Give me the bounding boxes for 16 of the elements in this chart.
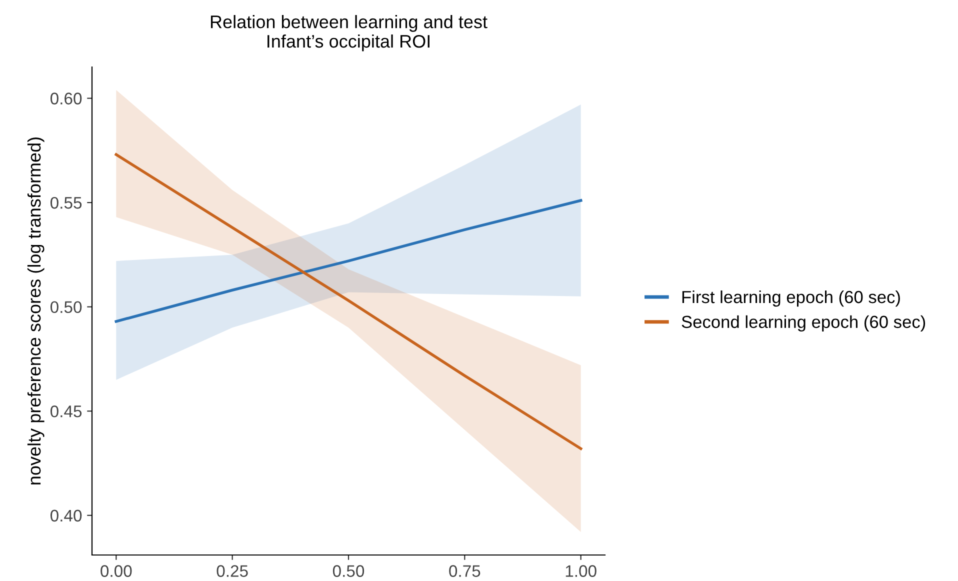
- line-series: [114, 153, 582, 450]
- y-tick-label: 0.55: [50, 196, 82, 209]
- y-tick-label: 0.45: [50, 406, 82, 418]
- legend-label: Second learning epoch (60 sec): [682, 315, 926, 332]
- y-tick-label: 0.40: [50, 510, 82, 522]
- y-tick-label: 0.50: [50, 301, 82, 314]
- y-tick-label: 0.60: [50, 92, 82, 104]
- chart-title: Relation between learning and test Infant’s occipital ROI: [210, 15, 488, 52]
- x-tick-label: 0.25: [216, 565, 248, 577]
- x-tick-label: 0.75: [449, 565, 480, 577]
- x-tick-label: 0.50: [332, 565, 364, 577]
- line-series: [114, 199, 582, 323]
- y-axis-title: novelty preference scores (log transformed): [27, 137, 44, 484]
- legend-label: First learning epoch (60 sec): [682, 290, 900, 307]
- x-tick-label: 0.00: [100, 565, 132, 577]
- x-tick-label: 1.00: [566, 565, 596, 577]
